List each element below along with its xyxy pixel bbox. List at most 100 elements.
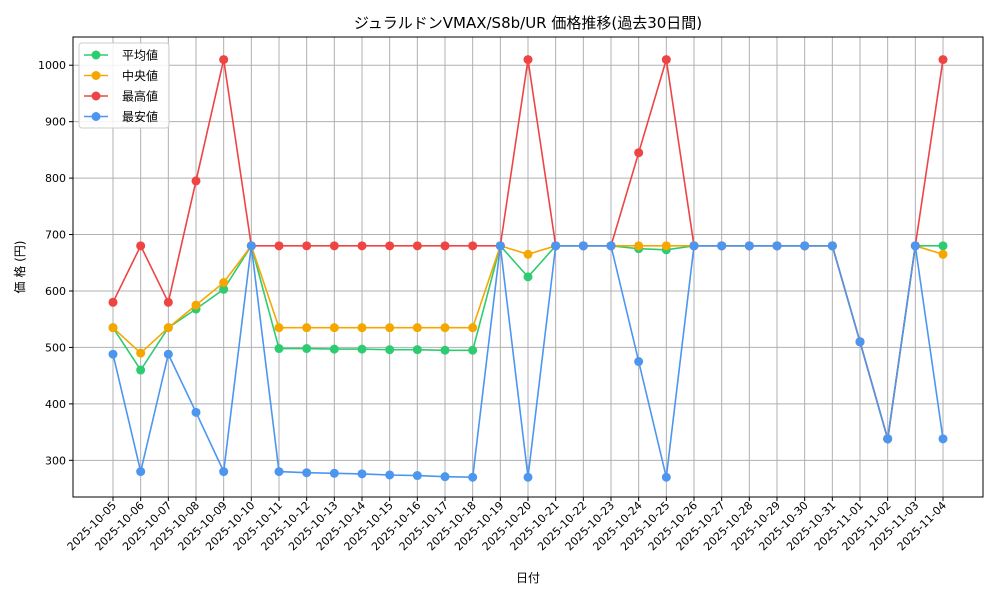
data-point [634,357,644,367]
data-point [440,241,450,251]
y-tick-label: 800 [45,172,66,185]
data-point [163,349,173,359]
legend-label: 中央値 [122,68,158,83]
data-point [136,348,146,358]
data-point [302,468,312,478]
data-point [274,241,284,251]
data-point [523,472,533,482]
data-point [329,344,339,354]
y-tick-label: 600 [45,285,66,298]
data-point [219,467,229,477]
data-point [772,241,782,251]
data-point [440,345,450,355]
legend-marker [91,71,101,80]
data-point [219,278,229,288]
data-point [855,337,865,347]
data-point [661,241,671,251]
data-point [385,323,395,333]
data-point [357,323,367,333]
y-tick-label: 1000 [38,59,66,72]
legend-label: 平均値 [122,48,158,63]
series-layer [108,55,948,482]
data-point [274,344,284,354]
data-point [634,148,644,158]
data-point [468,472,478,482]
data-point [357,469,367,479]
data-point [910,241,920,251]
data-point [523,249,533,259]
data-point [136,241,146,251]
data-point [827,241,837,251]
data-point [883,434,893,444]
y-tick-label: 500 [45,341,66,354]
data-point [163,323,173,333]
data-point [412,323,422,333]
data-point [191,407,201,417]
data-point [329,241,339,251]
y-tick-label: 300 [45,454,66,467]
data-point [800,241,810,251]
legend-label: 最高値 [122,89,158,104]
data-point [329,468,339,478]
data-point [412,241,422,251]
data-point [578,241,588,251]
data-point [108,323,118,333]
data-point [938,241,948,251]
data-point [412,471,422,481]
data-point [357,344,367,354]
legend-marker [91,91,101,101]
data-point [274,467,284,477]
data-point [551,241,561,251]
y-axis-label: 価 格 (円) [12,241,27,294]
data-point [938,249,948,259]
data-point [136,467,146,477]
data-point [938,55,948,65]
y-ticks: 300 400 500 600 700 800 900 1000 [38,59,73,467]
data-point [495,241,505,251]
legend-item: 中央値 [84,68,158,83]
legend-label: 最安値 [122,109,158,124]
legend-item: 最安値 [84,109,158,124]
legend-marker [91,50,101,60]
data-point [136,365,146,375]
data-point [440,472,450,482]
data-point [606,241,616,251]
data-point [744,241,754,251]
legend-marker [91,112,101,121]
data-point [523,55,533,65]
data-point [440,323,450,333]
data-point [385,345,395,355]
data-point [468,241,478,251]
legend-item: 平均値 [84,48,158,63]
data-point [108,349,118,359]
data-point [412,345,422,355]
data-point [357,241,367,251]
data-point [468,323,478,333]
data-point [191,300,201,310]
data-point [246,241,256,251]
data-point [219,55,229,65]
data-point [634,241,644,251]
y-tick-label: 400 [45,398,66,411]
legend-box [78,42,170,129]
data-point [689,241,699,251]
legend-item: 最高値 [84,89,158,104]
x-axis-label: 日付 [516,571,540,585]
data-point [385,241,395,251]
data-point [468,345,478,355]
data-point [302,241,312,251]
data-point [191,176,201,186]
chart-title: ジュラルドンVMAX/S8b/UR 価格推移(過去30日間) [354,14,702,32]
data-point [938,434,948,444]
y-tick-label: 700 [45,229,66,242]
y-tick-label: 900 [45,116,66,129]
data-point [108,297,118,307]
data-point [163,297,173,307]
data-point [661,55,671,65]
data-point [661,472,671,482]
data-point [274,323,284,333]
data-point [302,323,312,333]
data-point [219,284,229,294]
